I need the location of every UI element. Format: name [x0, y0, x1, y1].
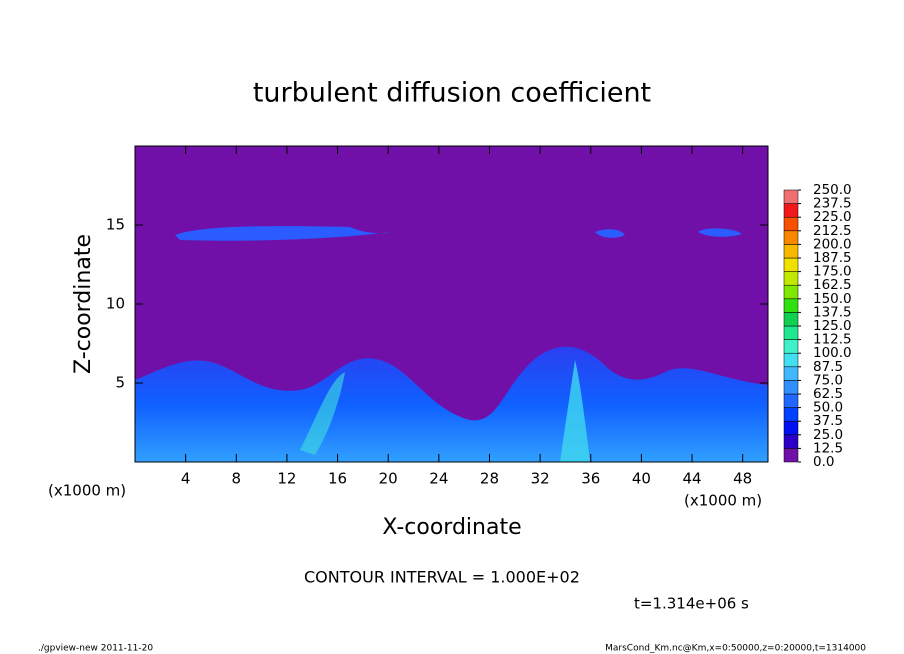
x-tick-label: 36 [581, 470, 600, 488]
colorbar-label: 75.0 [813, 372, 843, 388]
colorbar-label: 162.5 [813, 277, 852, 293]
updraft [300, 372, 345, 455]
x-tick-label: 24 [429, 470, 448, 488]
colorbar-label: 25.0 [813, 427, 843, 443]
colorbar-band [783, 244, 799, 259]
colorbar-band [783, 434, 799, 449]
footer-right: MarsCond_Km.nc@Km,x=0:50000,z=0:20000,t=… [605, 644, 866, 654]
colorbar-label: 125.0 [813, 318, 852, 334]
colorbar-band [783, 216, 799, 232]
colorbar-band [783, 339, 799, 354]
colorbar-label: 0.0 [813, 454, 834, 470]
colorbar-label: 50.0 [813, 400, 843, 416]
colorbar-band [783, 312, 799, 327]
colorbar-band [783, 271, 799, 286]
colorbar-band [783, 298, 799, 313]
colorbar-band [783, 380, 799, 395]
x-tick-label: 48 [733, 470, 752, 488]
field-shading [135, 226, 768, 462]
colorbar-band [783, 284, 799, 300]
colorbar-label: 37.5 [813, 413, 843, 429]
colorbar-band [783, 407, 799, 422]
x-tick-label: 32 [531, 470, 550, 488]
x-tick-label: 12 [277, 470, 296, 488]
y-axis-label: Z-coordinate [71, 234, 96, 374]
x-tick-label: 8 [232, 470, 242, 488]
x-tick-label: 16 [328, 470, 347, 488]
colorbar-label: 175.0 [813, 264, 852, 280]
x-tick-label: 20 [379, 470, 398, 488]
y-tick-label: 10 [106, 295, 125, 313]
x-axis-label: X-coordinate [382, 515, 521, 540]
colorbar-label: 187.5 [813, 250, 852, 266]
chart-title: turbulent diffusion coefficient [253, 78, 651, 109]
upper-patch [698, 228, 742, 237]
colorbar-label: 212.5 [813, 223, 852, 239]
x-unit-right: (x1000 m) [684, 492, 762, 510]
colorbar-label: 112.5 [813, 332, 852, 348]
plot-frame [134, 145, 769, 463]
colorbar-label: 250.0 [813, 182, 852, 198]
colorbar-label: 12.5 [813, 440, 843, 456]
colorbar-label: 237.5 [813, 196, 852, 212]
colorbar-band [783, 420, 799, 436]
colorbar-band [783, 257, 799, 272]
y-tick-label: 15 [106, 216, 125, 234]
x-tick-label: 40 [632, 470, 651, 488]
x-tick-label: 4 [181, 470, 191, 488]
x-unit-left: (x1000 m) [48, 482, 126, 500]
colorbar-label: 200.0 [813, 236, 852, 252]
contour-interval: CONTOUR INTERVAL = 1.000E+02 [304, 568, 580, 587]
x-tick-label: 28 [480, 470, 499, 488]
colorbar-band [783, 189, 799, 204]
colorbar-label: 100.0 [813, 345, 852, 361]
colorbar-label: 87.5 [813, 359, 843, 375]
colorbar-label: 225.0 [813, 209, 852, 225]
colorbar-band [783, 325, 799, 340]
colorbar-label: 137.5 [813, 304, 852, 320]
colorbar-label: 62.5 [813, 386, 843, 402]
colorbar-label: 150.0 [813, 291, 852, 307]
updraft [560, 360, 590, 462]
colorbar-band [783, 203, 799, 218]
colorbar-band [783, 366, 799, 381]
colorbar-band [783, 393, 799, 408]
upper-patch [175, 226, 390, 241]
colorbar-band [783, 448, 799, 463]
upper-patch [595, 229, 625, 238]
colorbar-band [783, 352, 799, 368]
x-tick-label: 44 [682, 470, 701, 488]
footer-left: ./gpview-new 2011-11-20 [38, 644, 153, 654]
time-label: t=1.314e+06 s [634, 595, 749, 613]
y-tick-label: 5 [115, 374, 125, 392]
colorbar-band [783, 230, 799, 245]
turbulent-layer [135, 346, 768, 462]
